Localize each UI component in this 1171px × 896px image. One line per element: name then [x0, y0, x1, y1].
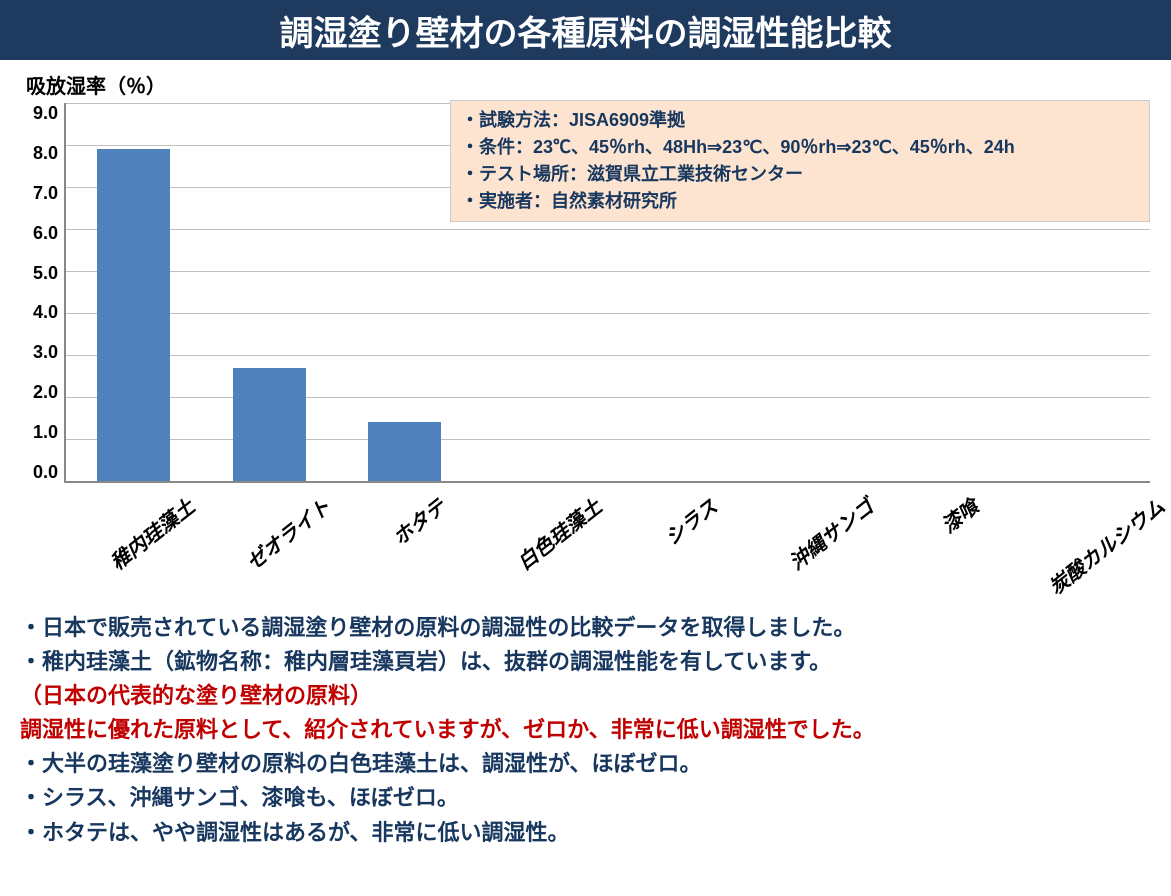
x-axis-label: 炭酸カルシウム	[1042, 491, 1170, 600]
x-label-slot: ゼオライト	[200, 483, 336, 603]
bar	[368, 422, 441, 481]
x-label-slot: シラス	[607, 483, 743, 603]
x-axis-labels: 稚内珪藻土ゼオライトホタテ白色珪藻土シラス沖縄サンゴ 漆喰炭酸カルシウム	[64, 483, 1150, 603]
y-tick-label: 8.0	[33, 143, 58, 164]
y-tick-label: 2.0	[33, 382, 58, 403]
x-label-slot: 白色珪藻土	[471, 483, 607, 603]
x-axis-label: ホタテ	[386, 491, 451, 551]
bar	[233, 368, 306, 481]
y-tick-label: 7.0	[33, 183, 58, 204]
x-label-slot: 沖縄サンゴ	[743, 483, 879, 603]
notes-section: ・日本で販売されている調湿塗り壁材の原料の調湿性の比較データを取得しました。・稚…	[20, 611, 1171, 850]
bar-slot	[66, 103, 202, 481]
note-line: ・ホタテは、やや調湿性はあるが、非常に低い調湿性。	[20, 816, 1171, 850]
chart-area: 吸放湿率（％） 9.0 8.0 7.0 6.0 5.0 4.0 3.0 2.0 1.0 0.0 稚…	[20, 70, 1150, 603]
note-line: ・シラス、沖縄サンゴ、漆喰も、ほぼゼロ。	[20, 781, 1171, 815]
y-tick-label: 5.0	[33, 263, 58, 284]
note-line: ・大半の珪藻塗り壁材の原料の白色珪藻土は、調湿性が、ほぼゼロ。	[20, 747, 1171, 781]
y-tick-label: 1.0	[33, 422, 58, 443]
x-axis-label: 稚内珪藻土	[103, 491, 200, 575]
x-label-slot: 炭酸カルシウム	[1014, 483, 1150, 603]
y-tick-label: 4.0	[33, 302, 58, 323]
note-line: ・稚内珪藻土（鉱物名称：稚内層珪藻頁岩）は、抜群の調湿性能を有しています。	[20, 645, 1171, 679]
test-conditions-box: ・試験方法：JISA6909準拠・条件：23℃、45％rh、48Hh⇒23℃、9…	[450, 100, 1150, 222]
y-tick-label: 9.0	[33, 103, 58, 124]
x-label-slot: 漆喰	[879, 483, 1015, 603]
info-box-line: ・試験方法：JISA6909準拠	[461, 107, 1139, 134]
chart-title: 調湿塗り壁材の各種原料の調湿性能比較	[280, 6, 892, 55]
bar-slot	[202, 103, 338, 481]
x-axis-label: 漆喰	[935, 491, 984, 538]
x-axis-label: シラス	[658, 491, 723, 551]
x-label-slot: 稚内珪藻土	[64, 483, 200, 603]
note-line: 調湿性に優れた原料として、紹介されていますが、ゼロか、非常に低い調湿性でした。	[20, 713, 1171, 747]
y-tick-label: 3.0	[33, 342, 58, 363]
note-line: ・日本で販売されている調湿塗り壁材の原料の調湿性の比較データを取得しました。	[20, 611, 1171, 645]
y-tick-label: 0.0	[33, 462, 58, 483]
chart-title-bar: 調湿塗り壁材の各種原料の調湿性能比較	[0, 0, 1171, 60]
x-axis-label: 白色珪藻土	[510, 491, 607, 575]
y-tick-label: 6.0	[33, 223, 58, 244]
info-box-line: ・テスト場所：滋賀県立工業技術センター	[461, 161, 1139, 188]
info-box-line: ・実施者：自然素材研究所	[461, 188, 1139, 215]
x-label-slot: ホタテ	[336, 483, 472, 603]
note-line: （日本の代表的な塗り壁材の原料）	[20, 679, 1171, 713]
x-axis-label: 沖縄サンゴ	[782, 491, 879, 575]
info-box-line: ・条件：23℃、45％rh、48Hh⇒23℃、90％rh⇒23℃、45％rh、2…	[461, 134, 1139, 161]
y-axis-ticks: 9.0 8.0 7.0 6.0 5.0 4.0 3.0 2.0 1.0 0.0	[20, 103, 64, 483]
bar	[97, 149, 170, 481]
y-axis-title: 吸放湿率（％）	[20, 70, 1150, 99]
x-axis-label: ゼオライト	[239, 491, 336, 575]
